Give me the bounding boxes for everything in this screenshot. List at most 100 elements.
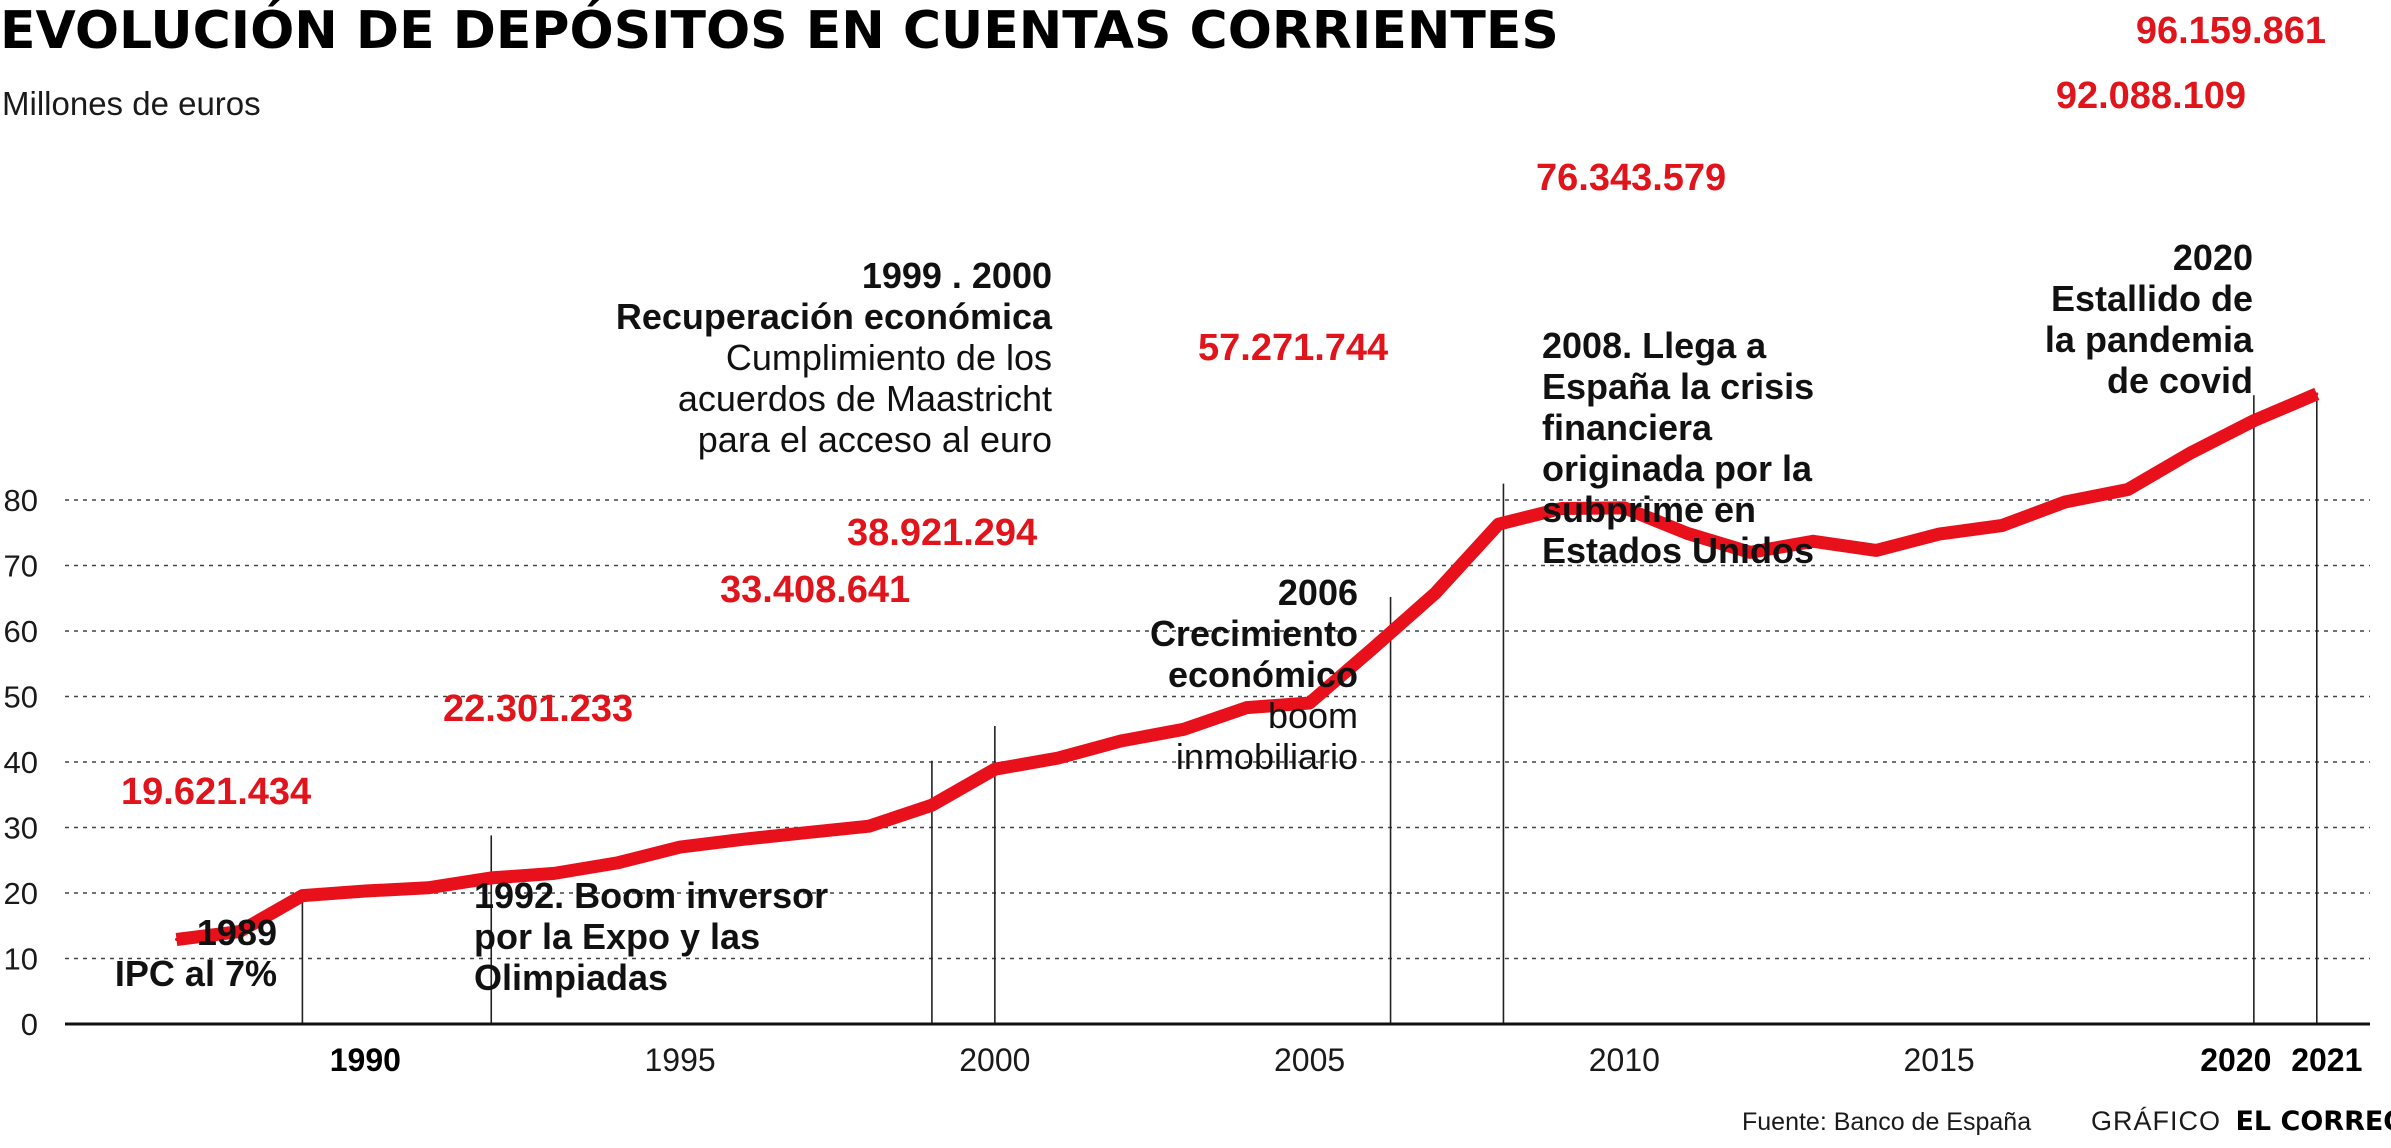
y-tick-label: 60 — [4, 614, 38, 649]
annotation-line: Cumplimiento de los — [726, 337, 1052, 378]
data-point — [2000, 524, 2004, 528]
annotation-line: 1999 . 2000 — [862, 255, 1052, 296]
data-point — [1245, 706, 1249, 710]
y-tick-label: 0 — [21, 1007, 38, 1042]
series — [175, 387, 2320, 946]
data-point — [1622, 506, 1626, 510]
annotation-line: 2008. Llega a — [1542, 325, 1767, 366]
y-tick-label: 50 — [4, 680, 38, 715]
annotation-line: para el acceso al euro — [698, 419, 1052, 460]
x-tick-label: 2015 — [1904, 1042, 1975, 1078]
x-tick-label: 2020 — [2200, 1042, 2271, 1078]
data-point — [300, 894, 304, 898]
annotation-line: Estallido de — [2051, 278, 2253, 319]
annotation-line: originada por la — [1542, 448, 1813, 489]
annotation-line: España la crisis — [1542, 366, 1814, 407]
annotation-line: 2020 — [2173, 237, 2253, 278]
data-point — [1685, 531, 1689, 535]
data-point — [804, 831, 808, 835]
chart-subtitle: Millones de euros — [2, 85, 261, 122]
data-point — [1119, 739, 1123, 743]
y-tick-label: 20 — [4, 876, 38, 911]
annotation-line: por la Expo y las — [474, 916, 760, 957]
data-point — [426, 886, 430, 890]
data-point — [2252, 419, 2256, 423]
annotation-line: 2006 — [1278, 572, 1358, 613]
data-point — [930, 803, 934, 807]
x-tick-label: 2000 — [959, 1042, 1030, 1078]
data-point — [363, 889, 367, 893]
annotation-line: Olimpiadas — [474, 957, 668, 998]
annotation: 2006 Crecimiento económico boom inmobiliario — [1150, 572, 1358, 777]
annotation: 1992. Boom inversor por la Expo y las Olim… — [474, 875, 828, 998]
annotation-line: inmobiliario — [1176, 736, 1358, 777]
source-note: Fuente: Banco de España — [1742, 1108, 2031, 1136]
data-point — [2063, 500, 2067, 504]
y-tick-label: 70 — [4, 549, 38, 584]
data-label: 19.621.434 — [121, 771, 311, 813]
annotation: 1999 . 2000 Recuperación económica Cumplim… — [616, 255, 1053, 460]
x-axis-ticks: 1990 1995 2000 2005 2010 2015 2020 2021 — [330, 1042, 2363, 1078]
y-tick-label: 10 — [4, 942, 38, 977]
data-point — [1874, 548, 1878, 552]
data-point — [1496, 522, 1500, 526]
y-tick-label: 80 — [4, 483, 38, 518]
data-point — [175, 938, 178, 942]
data-point — [2315, 392, 2319, 396]
data-point — [993, 767, 997, 771]
data-labels: 19.621.434 22.301.233 33.408.641 38.921.294… — [121, 10, 2326, 813]
annotation-line: 1992. Boom inversor — [474, 875, 828, 916]
y-tick-label: 30 — [4, 811, 38, 846]
annotation: 1989 IPC al 7% — [115, 912, 277, 994]
data-point — [1308, 701, 1312, 705]
annotation: 2020 Estallido de la pandemia de covid — [2045, 237, 2254, 401]
data-point — [2126, 488, 2130, 492]
data-point — [1182, 727, 1186, 731]
annotation-line: la pandemia — [2045, 319, 2254, 360]
data-point — [741, 837, 745, 841]
data-label: 38.921.294 — [847, 512, 1037, 554]
data-point — [2189, 451, 2193, 455]
data-point — [237, 930, 241, 934]
data-label: 92.088.109 — [2056, 75, 2246, 117]
data-point — [1748, 550, 1752, 554]
annotation-line: subprime en — [1542, 489, 1756, 530]
data-label: 76.343.579 — [1536, 157, 1726, 199]
x-tick-label: 2021 — [2291, 1042, 2362, 1078]
x-tick-label: 1995 — [645, 1042, 716, 1078]
x-tick-label: 2005 — [1274, 1042, 1345, 1078]
annotation-line: acuerdos de Maastricht — [678, 378, 1052, 419]
chart-title: EVOLUCIÓN DE DEPÓSITOS EN CUENTAS CORRIE… — [0, 0, 1559, 61]
annotation-line: financiera — [1542, 407, 1713, 448]
annotation-line: boom — [1268, 695, 1358, 736]
data-point — [867, 824, 871, 828]
credit: GRÁFICO EL CORREO — [2091, 1106, 2391, 1137]
data-point — [615, 861, 619, 865]
annotations: 1989 IPC al 7% 1992. Boom inversor por la E… — [115, 237, 2254, 998]
annotation-line: Recuperación económica — [616, 296, 1053, 337]
x-tick-label: 1990 — [330, 1042, 401, 1078]
gridlines — [65, 499, 2370, 960]
data-point — [1559, 507, 1563, 511]
data-label: 57.271.744 — [1198, 327, 1388, 369]
y-axis-ticks: 0 10 20 30 40 50 60 70 80 — [4, 483, 38, 1042]
data-point — [1434, 591, 1437, 595]
annotation-line: IPC al 7% — [115, 953, 277, 994]
credit-brand: EL CORREO — [2235, 1106, 2391, 1137]
data-label: 33.408.641 — [720, 569, 910, 611]
data-point — [1056, 756, 1060, 760]
data-point — [489, 876, 493, 880]
data-label: 96.159.861 — [2136, 10, 2326, 52]
annotation: 2008. Llega a España la crisis financiera o… — [1542, 325, 1814, 571]
annotation-line: 1989 — [197, 912, 277, 953]
annotation-line: Crecimiento — [1150, 613, 1358, 654]
x-tick-label: 2010 — [1589, 1042, 1660, 1078]
data-label: 22.301.233 — [443, 688, 633, 730]
y-tick-label: 40 — [4, 745, 38, 780]
annotation-line: Estados Unidos — [1542, 530, 1814, 571]
data-point — [1811, 539, 1815, 543]
data-point — [678, 845, 682, 849]
annotation-line: de covid — [2107, 360, 2253, 401]
data-point — [552, 871, 556, 875]
